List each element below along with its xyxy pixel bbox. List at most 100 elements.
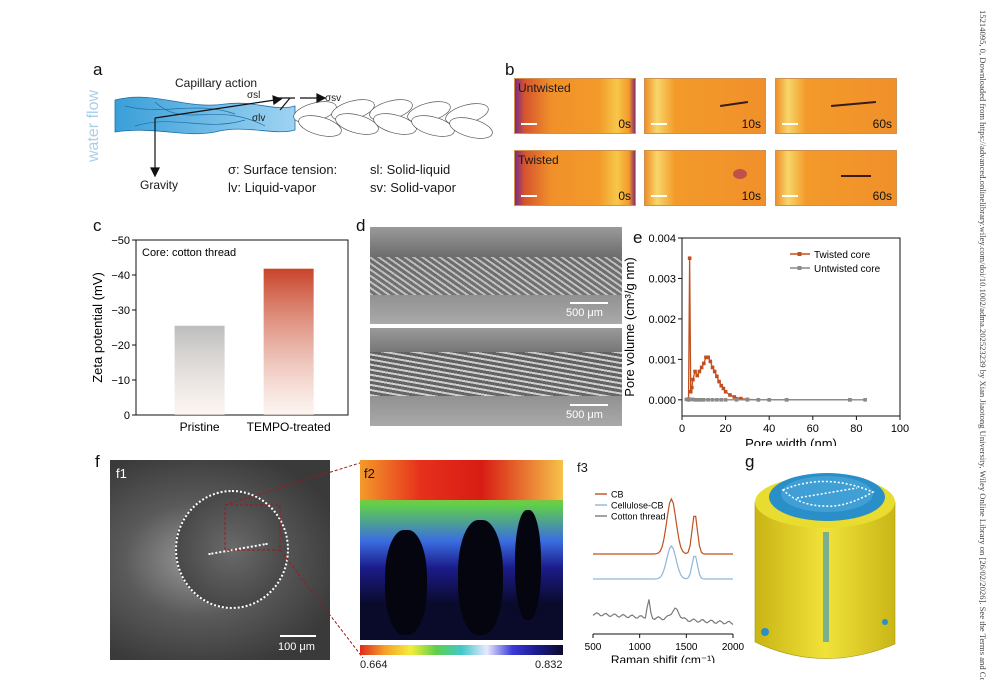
x-category-label: TEMPO-treated — [247, 420, 331, 434]
data-point — [686, 397, 691, 401]
time-label: 60s — [872, 189, 892, 203]
x-tick-label: 1000 — [629, 642, 652, 653]
raman-spectra-chart: 500 1000 1500 2000 Raman shifit (cm⁻¹) CBCell… — [585, 490, 745, 664]
y-tick-label: −20 — [111, 340, 130, 352]
data-point — [732, 395, 737, 399]
data-point — [687, 256, 692, 261]
thermal-scale-bar — [651, 123, 667, 125]
legend-marker — [797, 266, 802, 270]
data-point — [717, 379, 721, 384]
series-line — [687, 258, 850, 401]
legend-sl: sl: Solid-liquid — [370, 162, 451, 177]
legend-label: Twisted core — [814, 250, 871, 261]
capillary-label: Capillary action — [175, 76, 258, 90]
x-tick-label: 500 — [585, 642, 602, 653]
x-tick-label: 60 — [807, 423, 819, 435]
data-point — [739, 396, 743, 401]
legend-sv: sv: Solid-vapor — [370, 180, 456, 195]
thermal-untwisted-10s: 10s — [644, 78, 766, 134]
data-point — [704, 355, 708, 360]
colorbar — [360, 645, 563, 655]
x-tick-label: 20 — [719, 423, 731, 435]
plot-frame — [681, 237, 901, 417]
data-point — [702, 398, 706, 402]
sigma-sl-label: σsl — [247, 90, 261, 101]
y-tick-label: −30 — [111, 305, 130, 317]
thermal-twisted-10s: 10s — [644, 150, 766, 206]
thermal-untwisted-0s: Untwisted 0s — [514, 78, 636, 134]
data-point — [728, 393, 732, 397]
data-point — [745, 398, 750, 402]
data-point — [697, 398, 702, 402]
thermal-scale-bar — [651, 195, 667, 197]
wick-trace — [733, 169, 747, 179]
scale-label: 500 μm — [566, 409, 603, 421]
data-point — [706, 398, 710, 402]
time-label: 0s — [618, 117, 631, 131]
panel-b-label: b — [505, 60, 515, 79]
thermal-twisted-0s: Twisted 0s — [514, 150, 636, 206]
braided-thread-diagram — [114, 93, 493, 178]
scale-bar — [280, 635, 316, 637]
f2-label: f2 — [364, 466, 375, 481]
y-tick-label: 0 — [124, 410, 130, 422]
data-point — [706, 355, 710, 360]
y-tick-label: 0.004 — [648, 233, 676, 245]
zeta-potential-chart: 0 −10 −20 −30 −40 −50 Pristine TEMPO-treated Cor… — [90, 235, 349, 434]
water-flow-label: water flow — [85, 89, 102, 162]
data-point — [695, 398, 700, 402]
data-point — [684, 397, 689, 402]
wetted-strands — [114, 96, 296, 135]
data-point — [715, 398, 719, 402]
sem-cross-section-f1: f1 100 μm — [110, 460, 330, 660]
ct-3d-rendering — [754, 473, 896, 659]
scale-label: 100 μm — [278, 641, 315, 653]
thermal-untwisted-60s: 60s — [775, 78, 897, 134]
x-axis-label: Raman shifit (cm⁻¹) — [611, 653, 715, 663]
thermal-scale-bar — [782, 123, 798, 125]
thermal-scale-bar — [782, 195, 798, 197]
x-axis-label: Pore width (nm) — [745, 436, 837, 446]
data-point — [710, 398, 715, 402]
spectrum-line — [593, 497, 733, 555]
data-point — [688, 397, 693, 402]
time-label: 10s — [741, 117, 761, 131]
data-point — [695, 373, 700, 378]
x-tick-label: 1500 — [675, 642, 698, 653]
data-point — [723, 389, 728, 394]
gravity-label: Gravity — [140, 178, 179, 192]
legend-label: Cellulose-CB — [611, 501, 664, 511]
data-point — [719, 383, 724, 388]
y-tick-label: −50 — [111, 235, 130, 247]
x-tick-label: 2000 — [722, 642, 745, 653]
x-tick-label: 0 — [679, 423, 685, 435]
spectrum-line — [593, 544, 733, 580]
data-point — [693, 398, 697, 402]
x-tick-label: 100 — [891, 423, 909, 435]
wick-trace — [719, 101, 749, 107]
data-point — [708, 359, 713, 364]
sigma-sv-label: σsv — [325, 93, 342, 104]
data-point — [719, 398, 724, 402]
panel-c-label: c — [93, 216, 102, 235]
data-point — [848, 398, 852, 402]
y-tick-label: 0.001 — [648, 354, 676, 366]
data-point — [693, 369, 697, 374]
data-point — [691, 397, 695, 402]
data-point — [690, 385, 694, 390]
time-label: 0s — [618, 189, 631, 203]
fiber-texture — [370, 352, 622, 396]
bar — [174, 325, 225, 415]
raman-map-f2: f2 — [360, 460, 563, 640]
data-point — [710, 365, 715, 370]
thermal-scale-bar — [521, 195, 537, 197]
legend-label: Cotton thread — [611, 512, 666, 522]
spectrum-line — [592, 599, 734, 625]
data-point — [688, 389, 693, 394]
y-axis-label: Pore volume (cm³/g nm) — [622, 257, 637, 396]
zoom-lines — [224, 461, 364, 659]
dry-strands — [293, 99, 493, 139]
panel-a-label: a — [93, 60, 103, 79]
data-point — [712, 369, 717, 374]
